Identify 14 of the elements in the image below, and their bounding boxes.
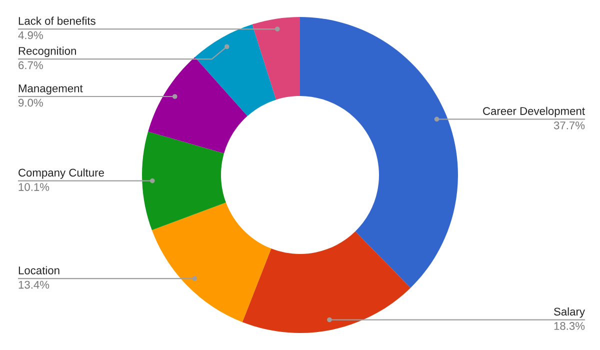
slice-label: Lack of benefits (18, 16, 96, 25)
data-label: 6.7% (18, 61, 43, 70)
data-label: 4.9% (18, 31, 43, 40)
data-label: 37.7% (554, 121, 585, 130)
slice-label: Location (18, 266, 60, 274)
slice-label: Career Development (483, 106, 585, 118)
data-label: 9.0% (18, 98, 43, 107)
slice-label: Company Culture (18, 168, 104, 179)
data-label: 10.1% (18, 183, 50, 191)
data-label: 13.4% (18, 280, 50, 289)
slice-label: Salary (554, 307, 585, 318)
data-label: 18.3% (554, 322, 585, 330)
slice-label: Recognition (18, 46, 76, 58)
slice-label: Management (18, 84, 83, 94)
